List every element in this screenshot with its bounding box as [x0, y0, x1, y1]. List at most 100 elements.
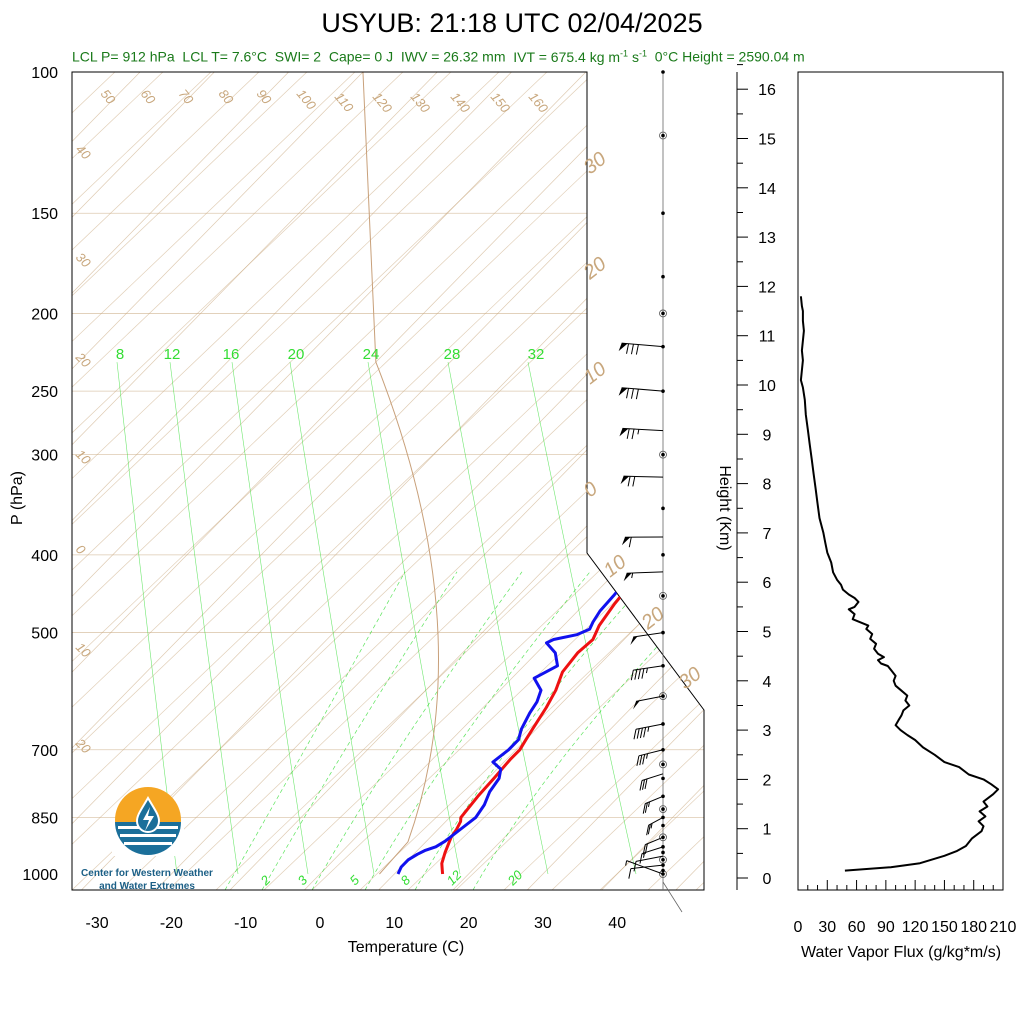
adiabat-label-right: 20 [637, 603, 669, 635]
pressure-tick-label: 1000 [22, 867, 58, 884]
isotherm-label: 110 [332, 89, 357, 115]
pressure-tick-label: 300 [31, 448, 58, 465]
mixing-ratio-line [367, 362, 461, 875]
temperature-tick-label: 20 [460, 915, 478, 932]
height-tick-label: 1 [763, 822, 772, 839]
wind-barbs [618, 70, 667, 879]
height-tick-label: 9 [763, 427, 772, 444]
moist-adiabat-label: 8 [398, 872, 414, 888]
height-tick-label: 16 [758, 82, 776, 99]
diagram-frame [71, 71, 705, 913]
wind-barb [642, 795, 664, 814]
pressure-tick-label: 150 [31, 206, 58, 223]
dry-adiabat-line [936, 72, 1024, 890]
moist-adiabat-label: 2 [257, 872, 274, 889]
isotherm-line [72, 72, 325, 890]
dry-adiabat-line [984, 72, 1024, 890]
height-tick-label: 11 [759, 329, 776, 346]
wind-level-marker [659, 805, 667, 814]
isotherm-line [228, 72, 704, 890]
pressure-tick-label: 850 [31, 810, 58, 827]
mixing-ratio-label: 20 [288, 346, 305, 363]
isotherm-line [72, 72, 400, 890]
temperature-tick-label: 30 [534, 915, 552, 932]
dry-adiabat-line [72, 72, 704, 890]
mixing-ratio-label: 16 [223, 346, 240, 363]
dry-adiabat-line [840, 72, 1024, 890]
isotherm-line [154, 72, 704, 890]
temperature-profile [440, 312, 704, 875]
dry-adiabat-line [119, 72, 704, 890]
height-tick-label: 3 [763, 723, 772, 740]
wind-barb [633, 723, 664, 740]
moist-adiabat-line [311, 571, 523, 890]
height-tick-label: 7 [763, 526, 772, 543]
moist-adiabat-line [472, 571, 704, 890]
pressure-tick-label: 500 [31, 626, 58, 643]
wind-barb [621, 536, 664, 548]
mixing-ratio-label: 12 [164, 346, 181, 363]
logo-line2: and Water Extremes [99, 881, 195, 892]
wind-level-marker [659, 450, 667, 459]
isotherm-line [303, 72, 704, 890]
flux-axis-label: Water Vapor Flux (g/kg*m/s) [801, 944, 1001, 961]
temperature-tick-label: -10 [234, 915, 257, 932]
wind-level-marker [659, 309, 667, 318]
dry-adiabat-line [72, 72, 704, 890]
moist-adiabat-line [224, 571, 406, 890]
chart-title: USYUB: 21:18 UTC 02/04/2025 [321, 8, 703, 38]
isopleth-labels: 50 60 70 80 90 100 110 120 130 140 150 160403020100… [72, 86, 705, 889]
height-tick-label: 4 [763, 674, 772, 691]
dry-adiabat-line [72, 72, 692, 890]
isotherm-line [451, 72, 704, 890]
wind-level-dot [661, 823, 665, 828]
height-tick-label: 6 [763, 575, 772, 592]
lcl-temperature: LCL T= 7.6°C [182, 48, 267, 65]
isotherm-label: 50 [98, 86, 119, 107]
lcl-pressure: LCL P= 912 hPa [72, 48, 175, 65]
moist-adiabat-label: 5 [347, 872, 363, 888]
wind-level-dot [661, 807, 665, 811]
height-tick-label: 15 [758, 132, 776, 149]
wind-level-marker [659, 833, 667, 842]
wind-barb [620, 475, 664, 487]
pressure-tick-label: 700 [31, 743, 58, 760]
height-tick-label: 14 [758, 181, 776, 198]
pressure-tick-label: 200 [31, 306, 58, 323]
wind-barb [646, 816, 664, 836]
temperature-tick-label: 0 [316, 915, 325, 932]
wind-barb [628, 864, 664, 879]
adiabat-label-left: 0 [73, 542, 89, 558]
iwv-value: IWV = 26.32 mm [400, 48, 506, 65]
wind-level-dot [661, 594, 665, 598]
isotherm-label: 160 [526, 89, 552, 116]
temperature-axis-label: Temperature (C) [348, 939, 464, 956]
dry-adiabat-line [72, 72, 500, 890]
dry-adiabat-line [72, 72, 704, 890]
dry-adiabat-line [744, 72, 1024, 890]
dry-adiabat-line [792, 72, 1024, 890]
flux-profile [799, 296, 1000, 872]
wind-level-dot [661, 553, 665, 557]
pressure-axis-label: P (hPa) [9, 471, 26, 525]
pressure-tick-label: 400 [31, 548, 58, 565]
wind-barb [639, 773, 664, 791]
moist-adiabat-label: 20 [504, 867, 526, 889]
wind-level-dot [661, 776, 665, 781]
wind-level-dot [661, 274, 665, 279]
dry-adiabat-line [72, 72, 704, 890]
adiabat-label-right: 30 [580, 148, 611, 179]
pressure-tick-label: 250 [31, 384, 58, 401]
wind-level-dot [661, 311, 665, 316]
dry-adiabat-line [72, 72, 596, 890]
wind-barb [618, 387, 664, 400]
isotherm-label: 120 [370, 89, 396, 116]
adiabat-label-left: 20 [72, 735, 94, 757]
adiabat-label-left: 30 [73, 250, 94, 271]
mixing-ratio-label: 32 [528, 346, 545, 363]
adiabat-label-left: 40 [73, 142, 94, 163]
sounding-stats: LCL P= 912 hPa LCL T= 7.6°C SWI= 2 Cape=… [72, 48, 805, 65]
dry-adiabat-line [311, 72, 704, 890]
mixing-ratio-label: 24 [363, 346, 380, 363]
cw3e-logo: Center for Western Weather and Water Ext… [81, 787, 213, 892]
